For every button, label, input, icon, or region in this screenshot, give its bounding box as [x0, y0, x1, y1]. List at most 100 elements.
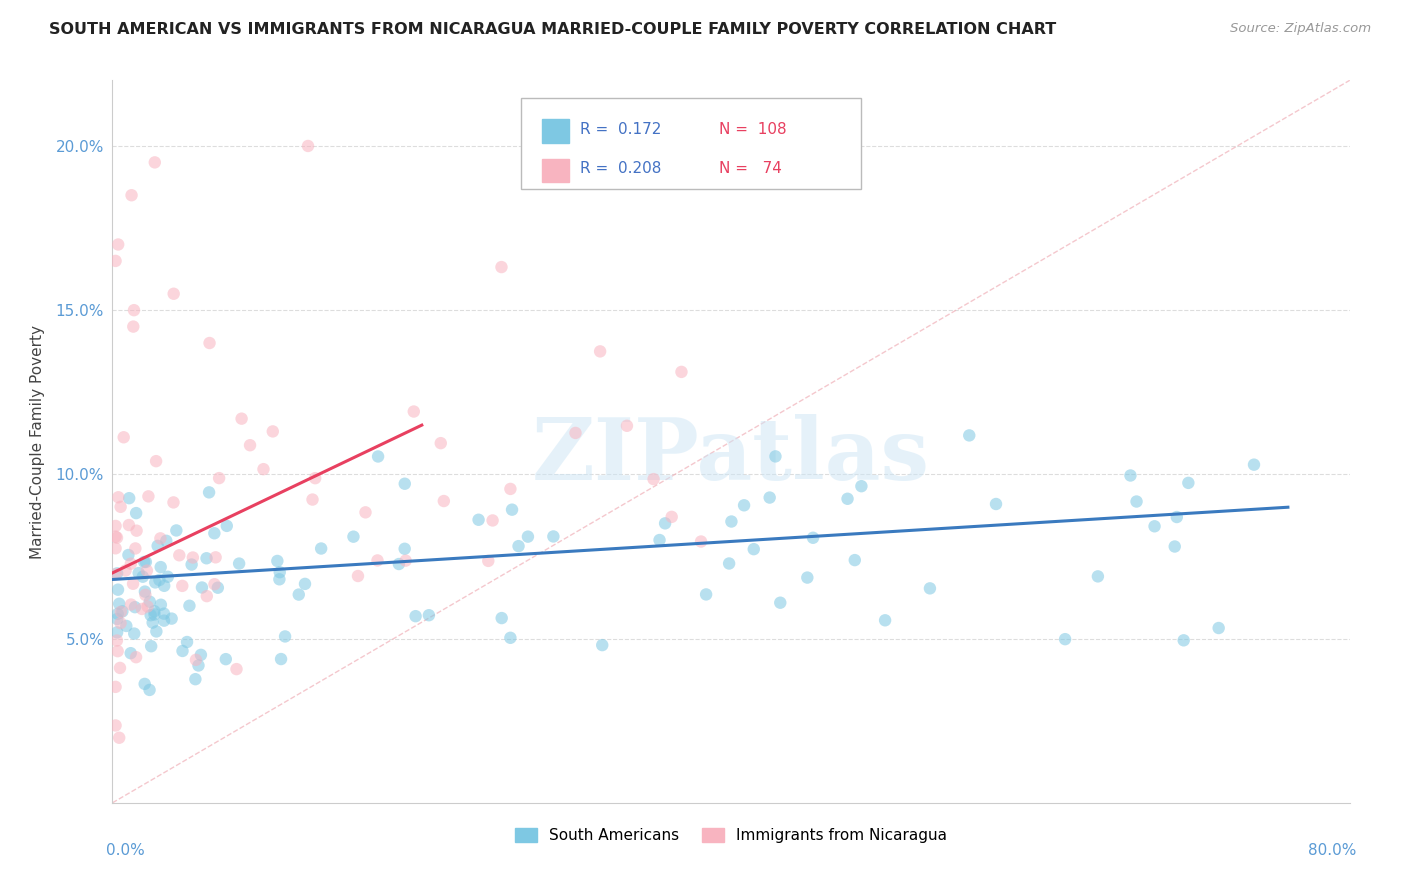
Point: [287, 588, 309, 602]
Point: [172, 644, 194, 658]
Point: [122, 319, 145, 334]
Point: [720, 515, 742, 529]
Point: [141, 639, 163, 653]
Point: [957, 428, 980, 442]
Point: [110, 616, 132, 631]
Point: [105, 566, 128, 581]
Point: [143, 155, 166, 169]
Point: [105, 612, 128, 626]
Point: [190, 648, 212, 662]
Point: [134, 555, 156, 569]
Point: [231, 411, 253, 425]
Point: [252, 462, 274, 476]
Point: [134, 677, 156, 691]
Point: [122, 576, 145, 591]
Point: [309, 541, 332, 556]
Point: [491, 260, 513, 274]
Point: [543, 529, 565, 543]
Point: [149, 560, 172, 574]
Point: [718, 557, 741, 571]
Point: [122, 303, 145, 318]
Point: [1208, 621, 1230, 635]
Point: [270, 652, 292, 666]
Point: [266, 554, 288, 568]
Point: [184, 653, 207, 667]
Point: [181, 550, 204, 565]
Text: ZIPatlas: ZIPatlas: [531, 414, 931, 498]
Point: [690, 534, 713, 549]
Point: [104, 567, 127, 582]
Point: [366, 553, 388, 567]
Point: [215, 519, 238, 533]
Point: [616, 418, 638, 433]
Point: [1243, 458, 1265, 472]
Text: R =  0.208: R = 0.208: [581, 161, 662, 176]
Point: [135, 555, 157, 569]
Point: [163, 286, 186, 301]
Point: [180, 558, 202, 572]
Point: [114, 564, 136, 578]
Point: [120, 557, 142, 571]
Point: [143, 575, 166, 590]
Point: [671, 365, 693, 379]
Point: [179, 599, 201, 613]
Point: [162, 495, 184, 509]
Text: SOUTH AMERICAN VS IMMIGRANTS FROM NICARAGUA MARRIED-COUPLE FAMILY POVERTY CORREL: SOUTH AMERICAN VS IMMIGRANTS FROM NICARA…: [49, 22, 1056, 37]
Point: [1087, 569, 1109, 583]
Point: [107, 582, 129, 597]
Point: [769, 596, 792, 610]
Point: [837, 491, 859, 506]
Point: [202, 526, 225, 541]
Point: [481, 513, 503, 527]
Point: [148, 573, 170, 587]
Legend: South Americans, Immigrants from Nicaragua: South Americans, Immigrants from Nicarag…: [509, 822, 953, 849]
Text: 0.0%: 0.0%: [107, 843, 145, 857]
Point: [589, 344, 612, 359]
Point: [269, 565, 291, 579]
Point: [796, 571, 818, 585]
Point: [394, 476, 416, 491]
Point: [125, 506, 148, 520]
Point: [143, 604, 166, 618]
Point: [733, 498, 755, 512]
Point: [1143, 519, 1166, 533]
Point: [228, 557, 250, 571]
Point: [354, 505, 377, 519]
Point: [1119, 468, 1142, 483]
Point: [156, 570, 179, 584]
Point: [124, 541, 146, 556]
Point: [136, 599, 159, 614]
Point: [149, 532, 172, 546]
Point: [564, 425, 586, 440]
Point: [120, 646, 142, 660]
Point: [131, 602, 153, 616]
Point: [110, 605, 132, 619]
Point: [146, 539, 169, 553]
Point: [135, 564, 157, 578]
Point: [198, 336, 221, 351]
Point: [172, 579, 194, 593]
Text: Source: ZipAtlas.com: Source: ZipAtlas.com: [1230, 22, 1371, 36]
Point: [191, 581, 214, 595]
Point: [139, 608, 162, 623]
Point: [297, 139, 319, 153]
Point: [149, 598, 172, 612]
Point: [117, 548, 139, 562]
Point: [501, 502, 523, 516]
Point: [104, 541, 127, 556]
Bar: [541, 120, 569, 143]
Point: [1177, 475, 1199, 490]
Point: [204, 550, 226, 565]
Point: [301, 492, 323, 507]
Point: [134, 584, 156, 599]
Point: [1166, 510, 1188, 524]
Point: [499, 631, 522, 645]
FancyBboxPatch shape: [520, 98, 860, 189]
Point: [138, 682, 160, 697]
Point: [467, 513, 489, 527]
Point: [138, 489, 160, 503]
Point: [204, 577, 226, 591]
Point: [139, 595, 162, 609]
Point: [115, 619, 138, 633]
Point: [274, 629, 297, 643]
